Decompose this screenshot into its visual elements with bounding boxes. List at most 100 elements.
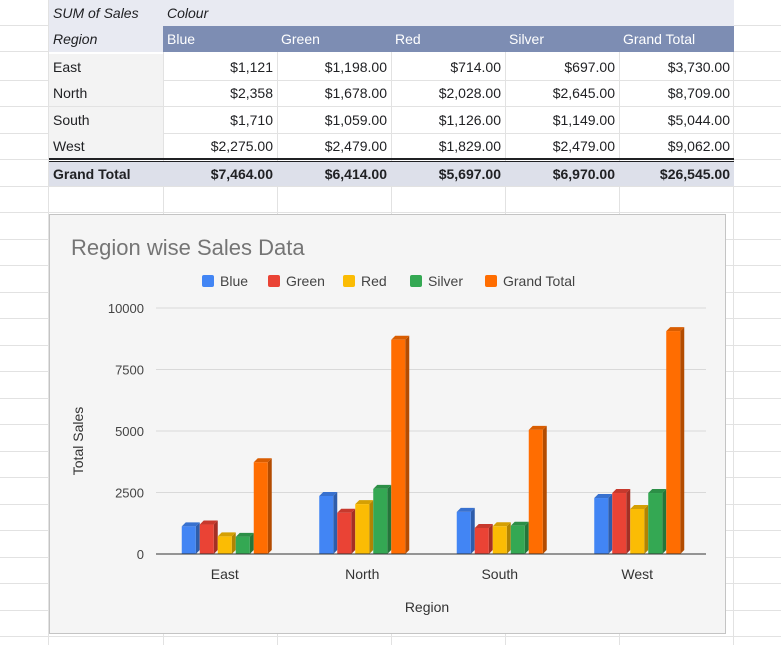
bar	[337, 508, 356, 554]
bar-front	[391, 339, 406, 554]
pivot-columns-label[interactable]: Colour	[167, 5, 209, 21]
bar	[253, 458, 272, 554]
pivot-value-cell[interactable]: $1,198.00	[324, 59, 387, 75]
legend-label: Green	[286, 273, 325, 289]
bar-front	[528, 429, 543, 554]
bar-front	[492, 526, 507, 554]
bar-side	[387, 484, 392, 554]
x-tick-label: East	[211, 566, 239, 582]
bar	[612, 489, 631, 554]
legend-label: Grand Total	[503, 273, 576, 289]
pivot-total-cell[interactable]: $6,970.00	[552, 166, 615, 182]
pivot-row: South $1,710 $1,059.00 $1,126.00 $1,149.…	[49, 107, 734, 133]
pivot-value-cell[interactable]: $1,710	[230, 112, 273, 128]
bar-side	[351, 508, 356, 554]
pivot-col-header[interactable]: Green	[281, 31, 320, 47]
bar-front	[666, 331, 681, 554]
bar-front	[337, 512, 352, 554]
bar-front	[510, 525, 525, 554]
pivot-value-cell[interactable]: $3,730.00	[667, 59, 730, 75]
bar-front	[630, 509, 645, 554]
bar-top	[373, 484, 392, 489]
pivot-value-cell[interactable]: $2,275.00	[210, 138, 273, 154]
pivot-value-cell[interactable]: $697.00	[564, 59, 615, 75]
pivot-header-row-2: Region Blue Green Red Silver Grand Total	[49, 26, 734, 52]
bar	[181, 522, 200, 554]
pivot-value-cell[interactable]: $5,044.00	[667, 112, 730, 128]
pivot-col-header[interactable]: Grand Total	[623, 31, 696, 47]
bar-front	[253, 462, 268, 554]
pivot-value-cell[interactable]: $1,149.00	[552, 112, 615, 128]
bar-side	[470, 507, 475, 554]
bar	[492, 522, 511, 554]
bar-top	[199, 520, 218, 525]
pivot-value-cell[interactable]: $9,062.00	[667, 138, 730, 154]
bar	[319, 491, 338, 554]
pivot-col-header[interactable]: Blue	[167, 31, 196, 47]
pivot-row-header[interactable]: Region	[49, 26, 163, 52]
bar-side	[369, 500, 374, 554]
bar-side	[249, 532, 254, 554]
pivot-region-cell[interactable]: South	[49, 107, 163, 133]
legend-swatch	[410, 275, 422, 287]
pivot-region-cell[interactable]: North	[49, 80, 163, 106]
bar-front	[235, 536, 250, 554]
bar	[373, 484, 392, 554]
bar-top	[391, 335, 410, 340]
bar-front	[181, 526, 196, 554]
bar-front	[612, 493, 627, 554]
pivot-region-cell[interactable]: East	[49, 54, 163, 80]
bar	[474, 523, 493, 554]
chart-container[interactable]: Region wise Sales Data Blue Green Red Silve…	[49, 214, 726, 634]
bar	[199, 520, 218, 554]
pivot-total-cell[interactable]: $6,414.00	[324, 166, 387, 182]
pivot-value-cell[interactable]: $1,121	[230, 59, 273, 75]
bar-front	[217, 536, 232, 554]
pivot-row: West $2,275.00 $2,479.00 $1,829.00 $2,47…	[49, 133, 734, 159]
pivot-value-cell[interactable]: $1,126.00	[438, 112, 501, 128]
pivot-col-header[interactable]: Red	[395, 31, 421, 47]
bar-top	[492, 522, 511, 527]
pivot-value-cell[interactable]: $714.00	[450, 59, 501, 75]
pivot-total-cell[interactable]: $5,697.00	[438, 166, 501, 182]
bar-top	[648, 489, 667, 494]
pivot-value-cell[interactable]: $2,028.00	[438, 85, 501, 101]
bar-top	[474, 523, 493, 528]
x-tick-label: North	[345, 566, 379, 582]
bar-top	[355, 500, 374, 505]
bar	[217, 532, 236, 554]
total-divider	[49, 158, 734, 160]
bar-front	[355, 504, 370, 554]
total-divider	[49, 161, 734, 162]
bar-top	[594, 494, 613, 499]
pivot-col-header[interactable]: Silver	[509, 31, 545, 47]
pivot-value-cell[interactable]: $1,829.00	[438, 138, 501, 154]
y-tick-label: 7500	[115, 363, 144, 378]
x-tick-label: South	[481, 566, 518, 582]
bar-side	[231, 532, 236, 554]
pivot-values-label[interactable]: SUM of Sales	[53, 5, 139, 21]
pivot-region-cell[interactable]: West	[49, 133, 163, 159]
bar-side	[524, 521, 529, 554]
bar-side	[333, 491, 338, 554]
bar-top	[319, 491, 338, 496]
pivot-total-cell[interactable]: $7,464.00	[210, 166, 273, 182]
chart-title[interactable]: Region wise Sales Data	[71, 235, 305, 260]
pivot-value-cell[interactable]: $2,645.00	[552, 85, 615, 101]
pivot-total-label[interactable]: Grand Total	[53, 166, 131, 182]
pivot-value-cell[interactable]: $1,678.00	[324, 85, 387, 101]
bar-side	[488, 523, 493, 554]
pivot-value-cell[interactable]: $8,709.00	[667, 85, 730, 101]
bar	[630, 505, 649, 554]
pivot-total-cell[interactable]: $26,545.00	[659, 166, 730, 182]
bar-side	[213, 520, 218, 554]
legend-label: Silver	[428, 273, 464, 289]
pivot-value-cell[interactable]: $2,479.00	[324, 138, 387, 154]
pivot-value-cell[interactable]: $2,358	[230, 85, 273, 101]
bar	[456, 507, 475, 554]
pivot-value-cell[interactable]: $1,059.00	[324, 112, 387, 128]
legend-swatch	[485, 275, 497, 287]
legend-label: Red	[361, 273, 387, 289]
pivot-value-cell[interactable]: $2,479.00	[552, 138, 615, 154]
pivot-row: East $1,121 $1,198.00 $714.00 $697.00 $3…	[49, 54, 734, 80]
